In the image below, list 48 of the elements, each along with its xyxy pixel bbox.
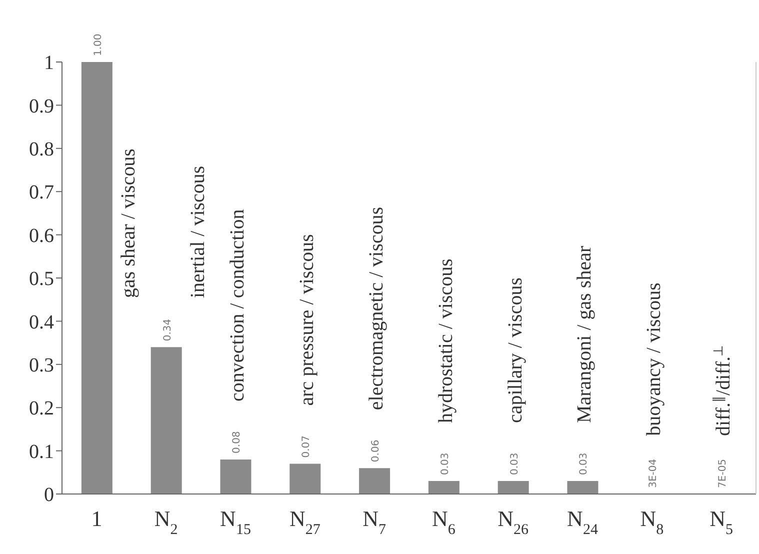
y-tick-label: 0.8 — [29, 138, 54, 160]
bar-description: hydrostatic / viscous — [434, 258, 457, 424]
y-tick-label: 0.1 — [29, 440, 54, 463]
data-label: 0.07 — [301, 435, 312, 458]
bar — [359, 468, 390, 494]
x-tick-label: N$_{8}$ — [640, 506, 664, 538]
data-label: 1.00 — [92, 34, 104, 56]
x-tick-label: 1 — [91, 506, 102, 531]
y-tick-label: 0 — [44, 484, 54, 506]
bar — [81, 62, 112, 494]
data-label: 0.06 — [370, 440, 382, 462]
bar — [290, 464, 321, 494]
bar-description: gas shear / viscous — [117, 148, 140, 298]
bar-description: electromagnetic / viscous — [366, 206, 388, 410]
x-tick-label: N$_{26}$ — [498, 506, 530, 538]
data-label: 3E-04 — [648, 458, 660, 488]
y-tick-label: 0.3 — [29, 354, 54, 376]
bar-description: convection / conduction — [226, 209, 249, 402]
bar-description: Marangoni / gas shear — [574, 246, 596, 424]
bar-description: inertial / viscous — [186, 166, 209, 298]
bar — [428, 481, 460, 494]
bar — [498, 481, 529, 494]
x-tick-label: N$_{5}$ — [710, 506, 733, 538]
x-tick-label: N$_{15}$ — [220, 506, 251, 538]
data-label: 0.03 — [578, 452, 590, 476]
y-tick-label: 0.5 — [29, 268, 54, 290]
x-tick-label: N$_{6}$ — [432, 506, 456, 538]
bar — [567, 481, 598, 494]
data-label: 0.08 — [232, 431, 243, 454]
y-tick-label: 0.7 — [29, 182, 54, 204]
x-tick-label: N$_{24}$ — [567, 506, 598, 538]
bar — [150, 347, 182, 494]
y-tick-label: 0.6 — [29, 224, 54, 247]
bar-description: buoyancy / viscous — [643, 282, 666, 436]
x-tick-label: N$_{27}$ — [289, 506, 321, 538]
y-tick-label: 0.9 — [29, 95, 54, 118]
y-tick-label: 1 — [44, 52, 54, 74]
data-label: 0.34 — [162, 318, 174, 342]
data-label: 0.03 — [440, 452, 451, 476]
bar-description: capillary / viscous — [504, 278, 526, 424]
x-tick-label: N$_{2}$ — [154, 506, 178, 538]
data-label: 0.03 — [509, 452, 520, 476]
y-tick-label: 0.2 — [29, 398, 54, 420]
y-tick-label: 0.4 — [29, 311, 54, 334]
data-label: 7E-05 — [718, 458, 729, 488]
x-tick-label: N$_{7}$ — [362, 506, 386, 538]
bar — [220, 459, 252, 494]
bar-description: arc pressure / viscous — [296, 234, 318, 406]
